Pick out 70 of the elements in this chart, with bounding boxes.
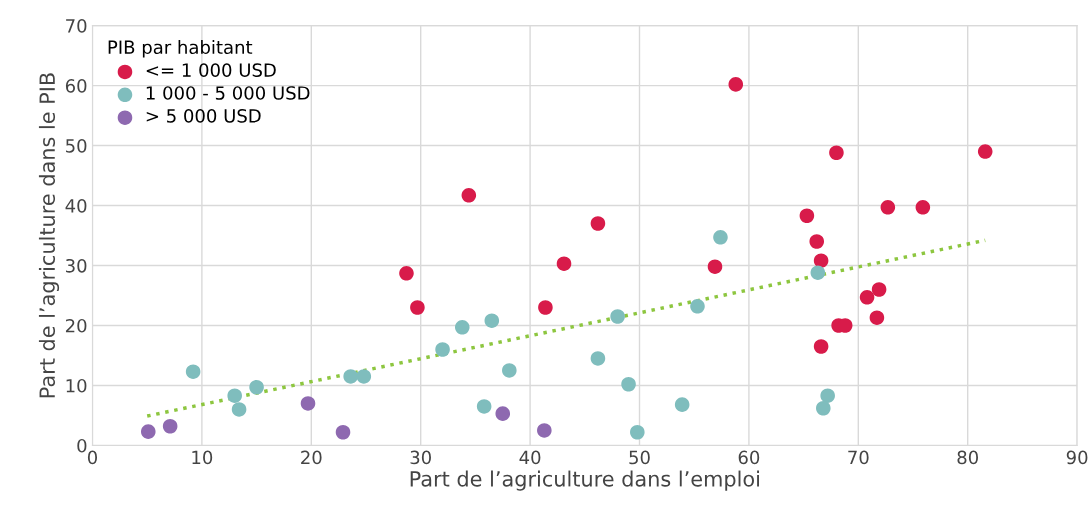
- x-tick-label: 50: [629, 450, 650, 465]
- x-tick-label: 20: [301, 450, 322, 465]
- point: [162, 418, 178, 434]
- point: [343, 369, 358, 384]
- point: [300, 396, 316, 411]
- point: [977, 144, 993, 159]
- point: [249, 379, 264, 395]
- point: [799, 208, 815, 224]
- x-tick-label: 60: [738, 450, 760, 465]
- point: [713, 230, 728, 245]
- point: [880, 200, 896, 215]
- point: [728, 77, 744, 92]
- y-tick-label: 10: [66, 378, 87, 393]
- point: [869, 310, 885, 325]
- point: [871, 282, 887, 297]
- legend-label: > 5 000 USD: [146, 109, 261, 123]
- point: [454, 320, 470, 335]
- point: [810, 265, 826, 280]
- point: [410, 300, 425, 315]
- x-tick-label: 40: [519, 450, 541, 465]
- x-tick-label: 90: [1066, 450, 1088, 465]
- point: [399, 266, 414, 281]
- x-tick-label: 0: [87, 450, 98, 465]
- point: [140, 424, 156, 439]
- x-tick-label: 10: [192, 450, 213, 465]
- point: [435, 342, 450, 357]
- point: [813, 253, 829, 268]
- legend-title: PIB par habitant: [108, 40, 253, 58]
- point: [707, 259, 723, 274]
- point: [495, 406, 511, 421]
- y-axis-title: Part de l’agriculture dans le PIB: [38, 73, 60, 398]
- point: [690, 299, 705, 314]
- x-axis-title: Part de l’agriculture dans l’emploi: [410, 470, 759, 491]
- point: [809, 234, 825, 249]
- point: [538, 300, 553, 315]
- point: [556, 256, 572, 271]
- x-tick-label: 70: [848, 450, 869, 465]
- y-tick-label: 50: [66, 139, 87, 153]
- point: [590, 351, 606, 366]
- legend-label: <= 1 000 USD: [146, 63, 276, 77]
- point: [590, 216, 606, 231]
- point: [502, 363, 517, 378]
- point: [231, 402, 247, 417]
- y-tick-label: 0: [77, 438, 87, 453]
- point: [610, 309, 625, 324]
- point: [829, 145, 844, 161]
- legend-label: 1 000 - 5 000 USD: [146, 86, 310, 100]
- x-tick-label: 30: [410, 450, 431, 465]
- point: [185, 364, 201, 379]
- point: [813, 339, 829, 354]
- point: [621, 376, 636, 392]
- point: [484, 313, 500, 328]
- point: [674, 397, 690, 412]
- point: [227, 388, 242, 403]
- y-tick-label: 30: [66, 258, 87, 273]
- point: [537, 423, 552, 438]
- point: [461, 188, 477, 203]
- y-tick-label: 70: [66, 19, 87, 33]
- y-tick-label: 40: [65, 198, 87, 213]
- point: [335, 424, 351, 440]
- point: [630, 424, 645, 440]
- y-tick-label: 20: [65, 318, 87, 333]
- x-tick-label: 80: [957, 450, 978, 465]
- point: [476, 399, 492, 414]
- point: [820, 388, 835, 403]
- point: [859, 290, 875, 305]
- y-tick-label: 60: [65, 79, 87, 93]
- point: [356, 369, 372, 384]
- point: [816, 400, 831, 416]
- point: [915, 200, 931, 215]
